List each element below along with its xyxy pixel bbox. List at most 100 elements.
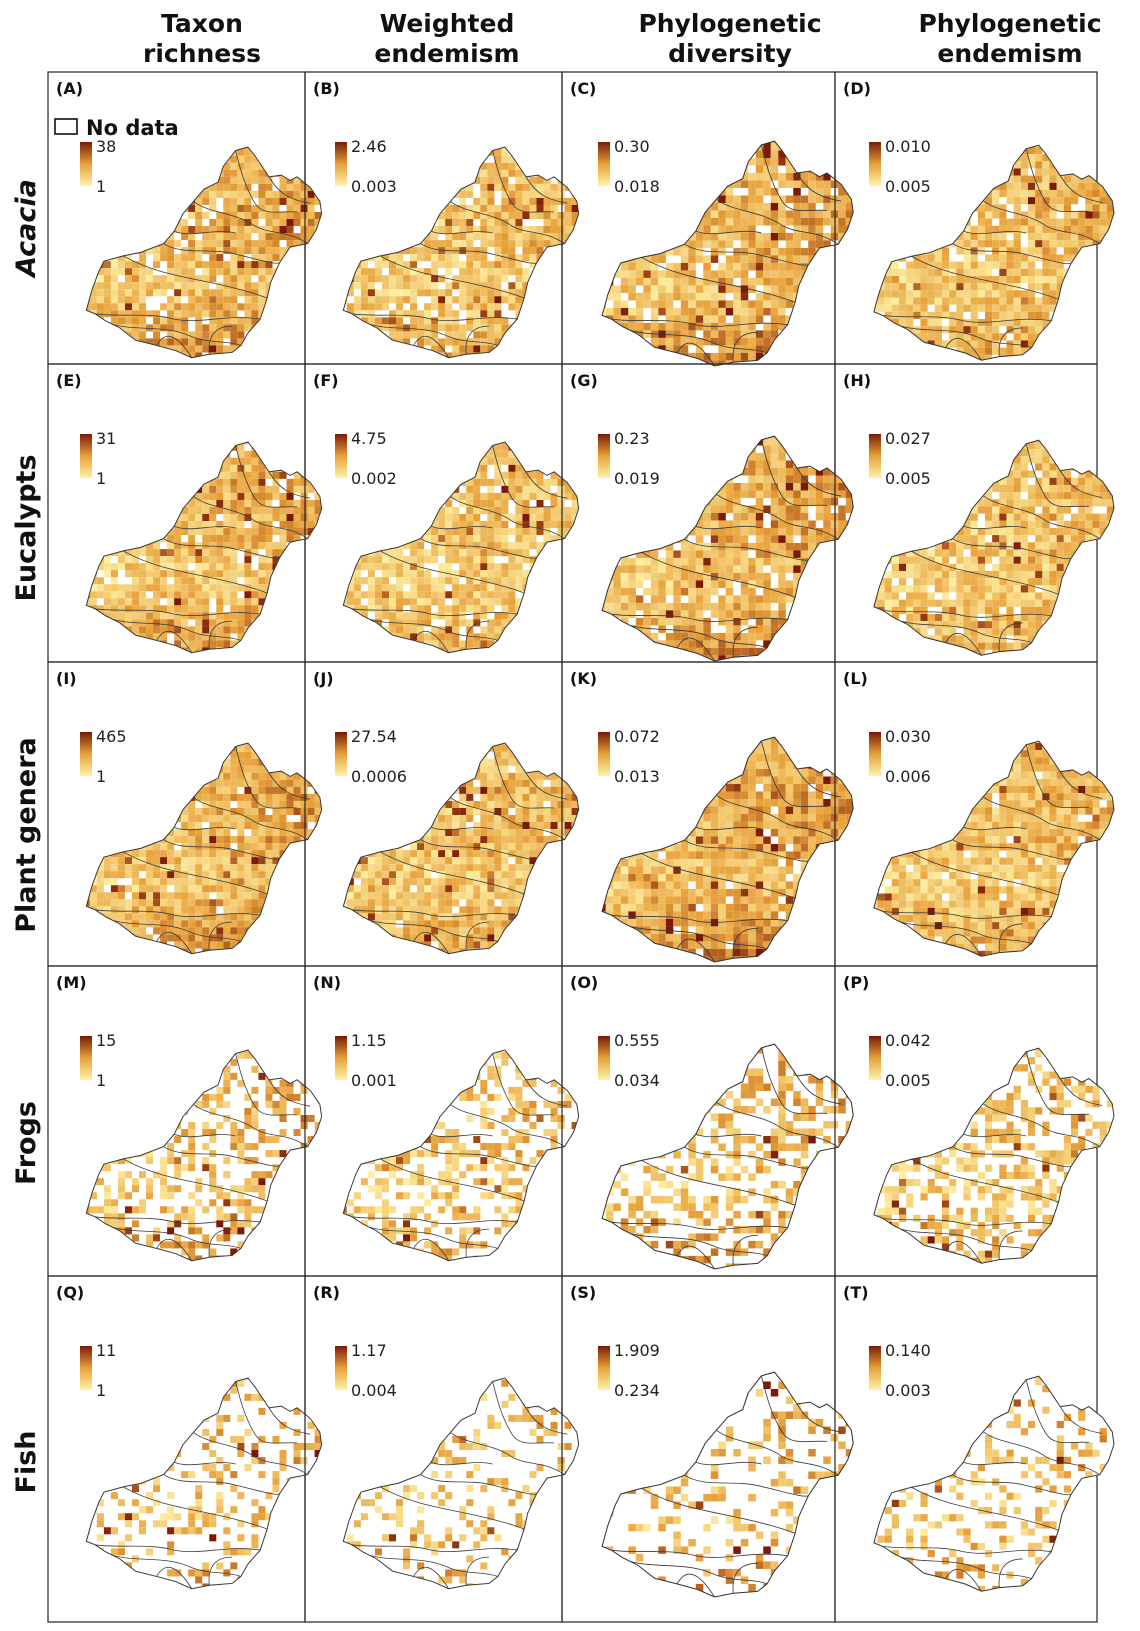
map-panel: (P) 0.042 0.005 <box>834 965 1115 1277</box>
grid-cells <box>602 436 854 662</box>
panel-label: (R) <box>313 1283 340 1302</box>
panel-label: (B) <box>313 79 340 98</box>
row-header-acacia: Acacia <box>11 179 42 279</box>
color-legend: 0.30 0.018 <box>598 137 660 196</box>
legend-max-label: 11 <box>96 1341 116 1360</box>
legend-color-bar <box>80 142 92 186</box>
map-panel: (J) 27.54 0.0006 <box>304 661 580 967</box>
legend-max-label: 1.17 <box>351 1341 387 1360</box>
color-legend: 0.555 0.034 <box>598 1031 660 1090</box>
legend-color-bar <box>335 142 347 186</box>
map-panel: (H) 0.027 0.005 <box>834 363 1115 663</box>
legend-max-label: 0.010 <box>885 137 931 156</box>
panel-label: (S) <box>570 1283 596 1302</box>
legend-max-label: 38 <box>96 137 116 156</box>
panel-label: (D) <box>843 79 871 98</box>
color-legend: 465 1 <box>80 727 127 786</box>
grid-cells <box>602 141 854 367</box>
column-header-3-line2: diversity <box>668 39 792 68</box>
legend-max-label: 0.042 <box>885 1031 931 1050</box>
column-header-3-line1: Phylogenetic <box>638 9 821 38</box>
legend-min-label: 0.005 <box>885 177 931 196</box>
color-legend: 0.030 0.006 <box>869 727 931 786</box>
row-header-fish: Fish <box>11 1431 42 1494</box>
map-panel: (O) 0.555 0.034 <box>561 965 854 1277</box>
legend-color-bar <box>335 732 347 776</box>
legend-min-label: 0.0006 <box>351 767 407 786</box>
legend-color-bar <box>869 1346 881 1390</box>
map-panel: (M) 15 1 <box>47 965 323 1277</box>
map-panel: (K) 0.072 0.013 <box>561 661 854 967</box>
legend-color-bar <box>335 1346 347 1390</box>
legend-color-bar <box>598 1036 610 1080</box>
color-legend: 0.027 0.005 <box>869 429 931 488</box>
map-panel: (Q)111 <box>47 1275 323 1623</box>
legend-color-bar <box>869 1036 881 1080</box>
map-panel: (E) 31 1 <box>47 363 323 663</box>
map-panel: (R) 1.17 0.004 <box>304 1275 580 1623</box>
panel-label: (J) <box>313 669 334 688</box>
legend-min-label: 0.005 <box>885 1071 931 1090</box>
basin-map <box>601 435 854 662</box>
panel-label: (L) <box>843 669 868 688</box>
basin-map <box>85 1049 323 1262</box>
map-panel: (I) 465 1 <box>47 661 323 967</box>
legend-color-bar <box>869 142 881 186</box>
legend-min-label: 0.018 <box>614 177 660 196</box>
grid-cells <box>86 1050 322 1261</box>
legend-min-label: 0.013 <box>614 767 660 786</box>
legend-min-label: 0.003 <box>351 177 397 196</box>
legend-min-label: 1 <box>96 1071 106 1090</box>
color-legend: 0.140 0.003 <box>869 1341 931 1400</box>
grid-cells <box>86 147 322 358</box>
row-header-frogs: Frogs <box>11 1101 42 1185</box>
legend-min-label: 1 <box>96 1381 106 1400</box>
panel-label: (E) <box>56 371 82 390</box>
column-header-2-line1: Weighted <box>380 9 515 38</box>
color-legend: 4.75 0.002 <box>335 429 397 488</box>
legend-color-bar <box>335 434 347 478</box>
legend-min-label: 0.004 <box>351 1381 397 1400</box>
legend-min-label: 1 <box>96 469 106 488</box>
color-legend: 1.15 0.001 <box>335 1031 397 1090</box>
legend-min-label: 0.003 <box>885 1381 931 1400</box>
grid-cells <box>86 743 322 954</box>
legend-min-label: 1 <box>96 767 106 786</box>
row-header-plant-genera: Plant genera <box>11 737 42 933</box>
panel-label: (P) <box>843 973 869 992</box>
legend-color-bar <box>598 1346 610 1390</box>
legend-color-bar <box>598 142 610 186</box>
basin-map <box>85 441 323 654</box>
legend-color-bar <box>869 434 881 478</box>
basin-map <box>873 1375 1115 1592</box>
map-panel: (G) 0.23 0.019 <box>561 363 854 663</box>
legend-color-bar <box>80 1036 92 1080</box>
color-legend: 0.072 0.013 <box>598 727 660 786</box>
map-panel: (F) 4.75 0.002 <box>304 363 580 663</box>
basin-map <box>85 742 323 955</box>
color-legend: 111 <box>80 1341 116 1400</box>
legend-min-label: 0.001 <box>351 1071 397 1090</box>
legend-max-label: 1.909 <box>614 1341 660 1360</box>
panel-label: (K) <box>570 669 597 688</box>
map-panel: (N) 1.15 0.001 <box>304 965 580 1277</box>
grid-cells <box>343 147 579 358</box>
legend-color-bar <box>598 434 610 478</box>
column-header-4-line1: Phylogenetic <box>918 9 1101 38</box>
basin-map <box>601 1371 854 1598</box>
panel-label: (C) <box>570 79 596 98</box>
legend-color-bar <box>869 732 881 776</box>
legend-max-label: 0.072 <box>614 727 660 746</box>
map-panel: (C) 0.30 0.018 <box>561 71 854 367</box>
color-legend: 38 1 <box>80 137 116 196</box>
grid-cells <box>86 442 322 653</box>
color-legend: 0.010 0.005 <box>869 137 931 196</box>
legend-min-label: 1 <box>96 177 106 196</box>
column-header-2-line2: endemism <box>374 39 519 68</box>
map-panel: (T) 0.140 0.003 <box>834 1275 1115 1623</box>
basin-map <box>601 140 854 367</box>
legend-max-label: 0.027 <box>885 429 931 448</box>
row-header-eucalypts: Eucalypts <box>11 454 42 601</box>
legend-min-label: 0.005 <box>885 469 931 488</box>
